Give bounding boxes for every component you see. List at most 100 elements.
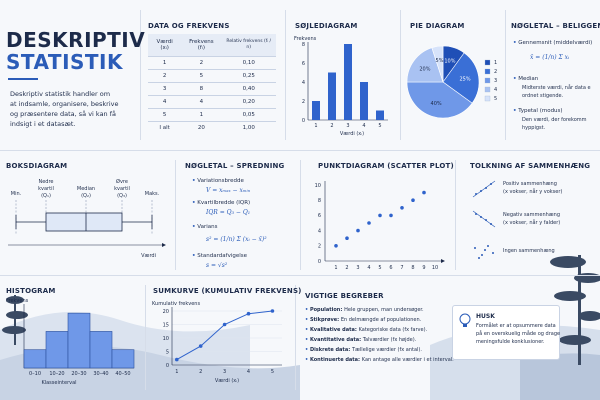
table-header: Værdi (xᵢ) [148, 34, 182, 57]
histogram: Frekvens 0–10 10–20 20–30 30–40 40–50 Klassein… [6, 298, 135, 386]
table-cell: 0,25 [221, 69, 276, 83]
pie-legend-label: 5 [494, 96, 497, 102]
hist-xtick-label: 20–30 [71, 371, 86, 377]
table-cell: 0,05 [221, 108, 276, 122]
bar-xtick-label: 4 [362, 123, 365, 129]
median-text: Midterste værdi, når data e [522, 85, 591, 91]
boxplot-max-label: Maks. [145, 191, 160, 197]
bar [328, 72, 336, 120]
sd-label: • Standardafvigelse [192, 253, 248, 259]
main-title-line2: STATISTIK [6, 50, 123, 74]
cum-point [246, 311, 251, 316]
hist-bar [67, 312, 91, 369]
scatter-xtick-label: 10 [432, 265, 438, 271]
concepts-title: VIGTIGE BEGREBER [305, 292, 384, 300]
intro-line: indsigt i et datasæt. [10, 120, 76, 128]
concept-item: • Population: Hele gruppen, man undersøg… [305, 307, 424, 314]
table-header: Relativ frekvens (fᵢ / n) [221, 34, 276, 57]
hist-bar [111, 349, 135, 369]
bar [344, 44, 352, 120]
table-cell: 8 [181, 82, 222, 96]
hist-xtick-label: 30–40 [93, 371, 108, 377]
concept-text: En delmængde af populationen. [340, 317, 422, 323]
concept-term: Population: [309, 307, 345, 313]
mean-formula: x̄ = (1/n) Σ xᵢ [530, 54, 570, 61]
table-cell: 0,10 [221, 56, 276, 70]
range-label: • Variationsbredde [192, 178, 244, 184]
bar-chart: Frekvens 0 2 4 6 8 1 2 3 4 5 Værdi (xᵢ) [294, 36, 388, 137]
bar-ytick-label: 4 [302, 80, 305, 86]
freq-table-title: DATA OG FREKVENS [148, 22, 230, 30]
table-cell: 3 [148, 82, 182, 96]
boxplot-q1-label: (Q₁) [41, 193, 51, 199]
bar [376, 110, 384, 120]
concept-item: • Kontinuerte data: Kan antage alle værd… [305, 357, 454, 364]
mean-label: • Gennemsnit (middelværdi) [513, 40, 593, 46]
mode-label-text: Typetal (modus) [518, 108, 563, 114]
pie-slice-label: 10% [444, 59, 455, 65]
pie-legend-label: 4 [494, 87, 497, 93]
note-title: HUSK [476, 313, 495, 320]
scatter-xtick-label: 7 [400, 265, 403, 271]
bar-ylabel: Frekvens [294, 36, 317, 42]
concept-text: Hele gruppen, man undersøger. [344, 307, 424, 313]
concept-text: Kan antage alle værdier i et interval. [361, 357, 454, 363]
hist-bar [23, 349, 47, 369]
bar-chart-title: SØJLEDIAGRAM [295, 22, 358, 30]
bullet-icon: • [305, 347, 310, 353]
iqr-label: • Kvartilbredde (IQR) [192, 200, 251, 206]
pie-legend-label: 3 [494, 78, 497, 84]
cumulative-chart: Kumulativ frekvens 0 5 10 15 20 1 2 3 4 5 Værdi (xᵢ… [152, 301, 282, 384]
negative-label: Negativ sammenhæng [503, 212, 561, 218]
iqr-label-text: Kvartilbredde (IQR) [197, 200, 251, 206]
frequency-table: Værdi (xᵢ) Frekvens (fᵢ) Relativ frekven… [148, 34, 276, 134]
table-row: 3 8 0,40 [148, 82, 276, 96]
location-title: NØGLETAL – BELIGGENH [511, 22, 600, 30]
scatter-point [411, 198, 415, 202]
scatter-point [345, 236, 349, 240]
boxplot-q1-label: Nedre [38, 179, 53, 185]
pie-slice [431, 45, 444, 83]
cum-ylabel: Kumulativ frekvens [152, 301, 200, 307]
sd-label-text: Standardafvigelse [197, 253, 248, 259]
bar-ytick-label: 8 [302, 42, 305, 48]
cum-xlabel: Værdi (xᵢ) [215, 378, 239, 384]
variance-formula: s² = (1/n) Σ (xᵢ − x̄)² [206, 236, 267, 243]
bullet-icon: • [305, 337, 310, 343]
cum-point [174, 357, 179, 362]
concept-item: • Kvalitative data: Kategoriske data (fx… [305, 327, 427, 334]
median-text: ordnet stigende. [522, 93, 564, 99]
variance-label-text: Varians [197, 224, 218, 230]
cum-ytick-label: 0 [166, 363, 169, 369]
boxplot-title: BOKSDIAGRAM [6, 162, 68, 170]
pie-legend-swatch [484, 68, 491, 75]
concept-item: • Kvantitative data: Talværdier (fx højd… [305, 337, 416, 344]
pie-chart: 10% 25% 40% 20% 5% 1 2 3 4 5 [406, 45, 497, 119]
concept-term: Kvantitative data: [309, 337, 363, 343]
cum-ytick-label: 5 [166, 349, 169, 355]
bar [360, 82, 368, 120]
scatter-ytick-label: 4 [318, 228, 321, 234]
pie-slice-label: 20% [419, 67, 430, 73]
intro-line: og præsentere data, så vi kan få [10, 110, 117, 118]
lightbulb-icon [459, 313, 471, 327]
main-title-line1: DESKRIPTIV [6, 28, 146, 52]
pie-legend-swatch [484, 77, 491, 84]
table-header: Frekvens (fᵢ) [181, 34, 222, 57]
hist-xtick-label: 40–50 [115, 371, 130, 377]
pie-slice [406, 81, 473, 119]
pie-legend-label: 1 [494, 60, 497, 66]
scatter-point [356, 228, 360, 233]
bullet-icon: • [305, 327, 310, 333]
mean-label-text: Gennemsnit (middelværdi) [518, 40, 593, 46]
bar-xtick-label: 5 [378, 123, 381, 129]
iqr-formula: IQR = Q₃ − Q₁ [206, 209, 251, 216]
table-row: 4 4 0,20 [148, 95, 276, 109]
concept-term: Kontinuerte data: [309, 357, 362, 363]
range-label-text: Variationsbredde [197, 178, 244, 184]
table-cell: 5 [148, 108, 182, 122]
scatter-point [389, 213, 393, 218]
none-label: Ingen sammenhæng [503, 248, 555, 254]
hist-xlabel: Klasseinterval [41, 380, 76, 386]
